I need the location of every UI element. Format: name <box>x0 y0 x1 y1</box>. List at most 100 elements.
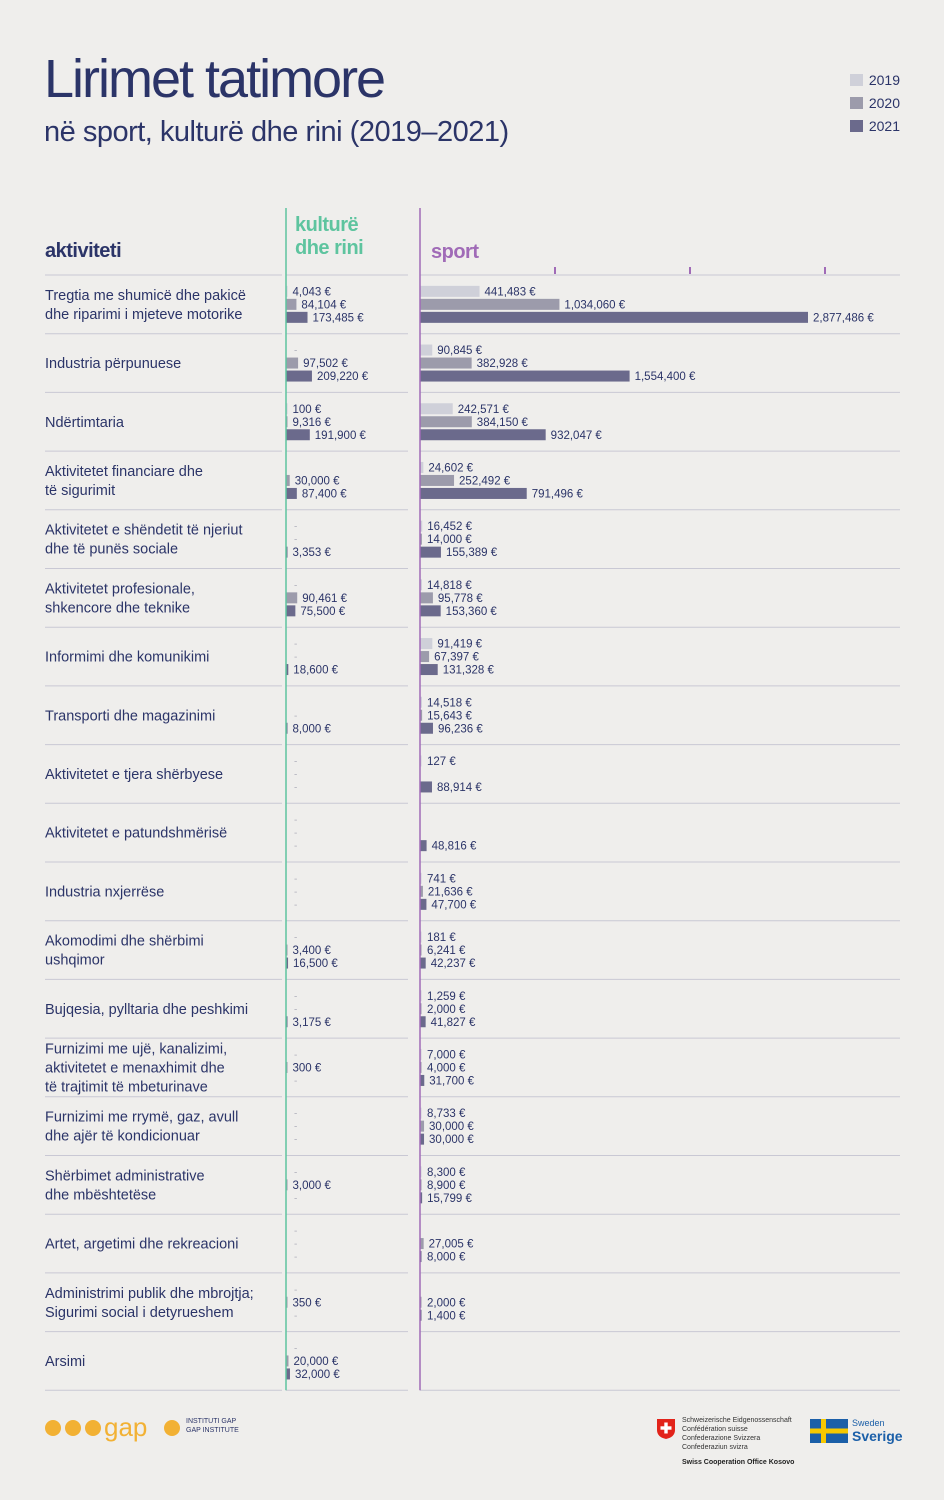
culture-empty-mark-2019: - <box>294 1285 297 1296</box>
culture-empty-mark-2021: - <box>294 782 297 793</box>
culture-empty-mark-2021: - <box>294 1135 297 1146</box>
culture-bar-2020 <box>286 357 299 369</box>
culture-value-label-2020: 3,000 € <box>293 1180 332 1192</box>
sport-bar-2021 <box>420 1016 426 1028</box>
category-label: Aktivitetet profesionale, <box>45 581 195 597</box>
culture-value-label-2021: 8,000 € <box>293 723 332 735</box>
culture-empty-mark-2019: - <box>294 933 297 944</box>
legend-item-2020: 2020 <box>849 91 900 114</box>
gap-institute-logo: gap INSTITUTI GAP GAP INSTITUTE <box>44 1412 244 1444</box>
sport-bar-2019 <box>420 285 480 297</box>
sport-value-label-2021: 96,236 € <box>438 723 483 735</box>
sport-value-label-2020: 14,000 € <box>427 534 472 546</box>
culture-empty-mark-2019: - <box>294 522 297 533</box>
culture-empty-mark-2020: - <box>294 828 297 839</box>
culture-value-label-2019: 100 € <box>293 404 322 416</box>
sport-value-label-2020: 4,000 € <box>427 1062 466 1074</box>
sport-bar-2021 <box>420 429 546 441</box>
sport-bar-2021 <box>420 722 433 734</box>
culture-value-label-2020: 9,316 € <box>293 417 332 429</box>
sport-bar-2019 <box>420 579 422 591</box>
column-header-sport: sport <box>431 241 479 263</box>
sport-bar-2019 <box>420 344 433 356</box>
category-label: të trajtimit të mbeturinave <box>45 1079 208 1095</box>
sport-bar-2020 <box>420 533 422 545</box>
culture-empty-mark-2020: - <box>294 711 297 722</box>
category-label: Industria përpunuese <box>45 356 181 372</box>
sport-value-label-2019: 7,000 € <box>427 1049 466 1061</box>
legend-item-2019: 2019 <box>849 68 900 91</box>
category-label: Tregtia me shumicë dhe pakicë <box>45 288 246 304</box>
sport-bar-2019 <box>420 403 453 415</box>
category-label: Aktivitetet financiare dhe <box>45 464 203 480</box>
sweden-sv-label: Sverige <box>852 1428 903 1444</box>
culture-empty-mark-2020: - <box>294 1004 297 1015</box>
sport-bar-2021 <box>420 840 427 852</box>
culture-bar-2021 <box>286 370 312 382</box>
sport-value-label-2020: 27,005 € <box>429 1239 474 1251</box>
category-label: Bujqesia, pylltaria dhe peshkimi <box>45 1002 248 1018</box>
sport-bar-2020 <box>420 885 423 897</box>
sport-value-label-2019: 24,602 € <box>428 462 473 474</box>
category-label: Furnizimi me rrymë, gaz, avull <box>45 1110 238 1126</box>
culture-empty-mark-2020: - <box>294 769 297 780</box>
sport-bar-2021 <box>420 1192 423 1204</box>
culture-empty-mark-2020: - <box>294 1239 297 1250</box>
culture-bar-2021 <box>286 487 297 499</box>
culture-value-label-2021: 16,500 € <box>293 958 338 970</box>
legend-swatch-2019 <box>849 73 863 86</box>
sport-value-label-2021: 1,400 € <box>427 1310 466 1322</box>
sport-value-label-2021: 31,700 € <box>429 1075 474 1087</box>
sport-bar-2020 <box>420 592 433 604</box>
culture-empty-mark-2019: - <box>294 639 297 650</box>
sport-bar-2021 <box>420 664 438 676</box>
sport-value-label-2019: 242,571 € <box>458 404 510 416</box>
sport-bar-2021 <box>420 1133 425 1145</box>
sport-value-label-2021: 155,389 € <box>446 547 498 559</box>
category-label: Aktivitetet e patundshmërisë <box>45 826 227 842</box>
swiss-line-1: Schweizerische Eidgenossenschaft <box>682 1417 792 1424</box>
column-header-culture-line1: kulturë <box>295 214 359 236</box>
sport-value-label-2020: 2,000 € <box>427 1004 466 1016</box>
sport-value-label-2019: 14,518 € <box>427 697 472 709</box>
culture-bar-2021 <box>286 605 296 617</box>
sport-value-label-2021: 131,328 € <box>443 665 495 677</box>
swiss-flag-icon <box>657 1419 675 1439</box>
sport-value-label-2019: 8,733 € <box>427 1108 466 1120</box>
sport-bar-2021 <box>420 781 432 793</box>
culture-value-label-2021: 191,900 € <box>315 430 367 442</box>
sport-bar-2021 <box>420 898 427 910</box>
sport-bar-2021 <box>420 1074 425 1086</box>
sport-bar-2021 <box>420 605 441 617</box>
culture-value-label-2021: 3,353 € <box>293 547 332 559</box>
culture-empty-mark-2019: - <box>294 991 297 1002</box>
culture-empty-mark-2020: - <box>294 535 297 546</box>
culture-empty-mark-2019: - <box>294 1050 297 1061</box>
sport-value-label-2020: 95,778 € <box>438 593 483 605</box>
sport-value-label-2019: 741 € <box>427 873 456 885</box>
category-label: Arsimi <box>45 1354 85 1370</box>
category-label: Furnizimi me ujë, kanalizimi, <box>45 1041 227 1057</box>
culture-empty-mark-2019: - <box>294 1226 297 1237</box>
category-label: Sigurimi social i detyrueshem <box>45 1305 234 1321</box>
sport-value-label-2020: 15,643 € <box>427 710 472 722</box>
sport-value-label-2019: 441,483 € <box>485 286 537 298</box>
gap-logo-word: gap <box>104 1414 147 1442</box>
culture-empty-mark-2021: - <box>294 1252 297 1263</box>
culture-value-label-2021: 209,220 € <box>317 371 369 383</box>
culture-value-label-2020: 90,461 € <box>302 593 347 605</box>
sport-value-label-2021: 791,496 € <box>532 488 584 500</box>
sport-value-label-2019: 1,259 € <box>427 991 466 1003</box>
category-label: dhe ajër të kondicionuar <box>45 1129 200 1145</box>
sport-value-label-2020: 2,000 € <box>427 1297 466 1309</box>
sport-value-label-2019: 8,300 € <box>427 1167 466 1179</box>
culture-value-label-2020: 3,400 € <box>293 945 332 957</box>
culture-empty-mark-2021: - <box>294 1311 297 1322</box>
sport-value-label-2019: 90,845 € <box>437 345 482 357</box>
sport-value-label-2021: 47,700 € <box>431 899 476 911</box>
sport-bar-2020 <box>420 416 472 428</box>
sport-value-label-2021: 48,816 € <box>432 841 477 853</box>
culture-value-label-2020: 350 € <box>293 1297 322 1309</box>
category-label: të sigurimit <box>45 483 115 499</box>
